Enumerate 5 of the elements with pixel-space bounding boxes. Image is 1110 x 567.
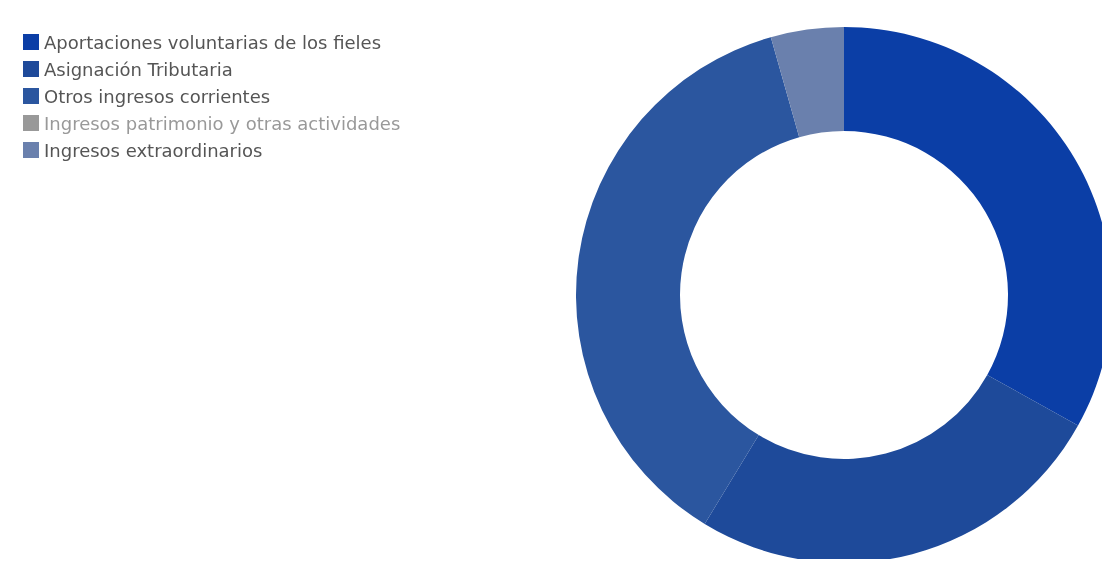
legend-label: Aportaciones voluntarias de los fieles [44, 31, 382, 53]
legend-label: Ingresos extraordinarios [44, 139, 263, 161]
legend-label: Asignación Tributaria [44, 58, 233, 80]
legend-label: Ingresos patrimonio y otras actividades [44, 112, 401, 134]
legend-label: Otros ingresos corrientes [44, 85, 271, 107]
